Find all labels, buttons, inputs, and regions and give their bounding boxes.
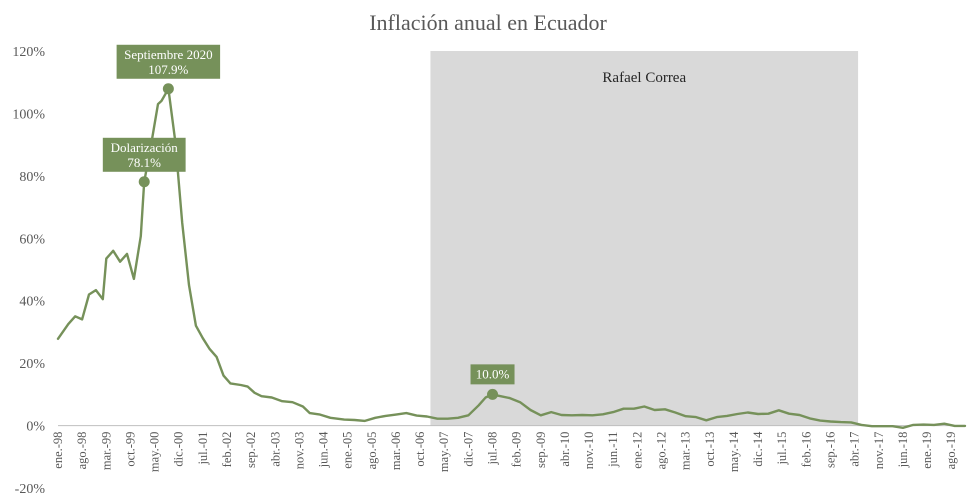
x-tick-label: ene.-05: [341, 432, 355, 469]
x-tick-label: ene.-12: [630, 432, 644, 469]
series-line: [56, 87, 967, 429]
x-tick-label: may.-00: [148, 432, 162, 473]
x-tick-label: ago.-12: [655, 432, 669, 470]
x-tick-label: feb.-02: [220, 432, 234, 468]
x-tick-label: jul.-01: [196, 432, 210, 466]
shaded-region-label: Rafael Correa: [602, 70, 686, 86]
annotation-label: Dolarización: [111, 140, 179, 155]
annotation-box: [116, 44, 221, 79]
x-tick-label: ago.-19: [944, 432, 958, 470]
x-tick-label: may.-07: [437, 432, 451, 473]
x-tick-label: ene.-19: [920, 432, 934, 469]
x-tick-label: sep.-02: [244, 432, 258, 468]
y-tick-label: 80%: [19, 170, 45, 185]
x-tick-label: oct.-06: [413, 432, 427, 467]
x-tick-label: jun.-11: [606, 432, 620, 468]
x-tick-label: mar.-13: [679, 432, 693, 471]
y-tick-label: 60%: [19, 232, 45, 247]
annotation-label: 10.0%: [476, 366, 510, 381]
annotation-box: [470, 364, 515, 385]
x-tick-label: nov.-03: [292, 432, 306, 470]
x-tick-label: feb.-09: [510, 432, 524, 468]
x-tick-label: jun.-04: [317, 431, 331, 469]
x-tick-label: nov.-17: [872, 432, 886, 470]
x-tick-label: may.-14: [727, 431, 741, 472]
y-tick-label: 120%: [12, 45, 45, 60]
y-tick-label: 0%: [26, 420, 45, 435]
y-tick-label: 100%: [12, 107, 45, 122]
y-tick-label: 20%: [19, 357, 45, 372]
annotation-marker: [162, 83, 174, 95]
y-tick-label: -20%: [15, 482, 46, 497]
x-tick-label: abr.-17: [848, 432, 862, 467]
annotation-label: 107.9%: [148, 62, 188, 77]
x-tick-label: dic.-14: [751, 431, 765, 467]
x-tick-label: oct.-99: [123, 432, 137, 467]
x-tick-label: abr.-10: [558, 432, 572, 467]
x-tick-label: jun.-18: [896, 432, 910, 469]
x-tick-label: ago.-05: [365, 432, 379, 470]
x-tick-label: feb.-16: [799, 432, 813, 468]
annotation-marker: [138, 176, 150, 188]
annotation-label: 78.1%: [127, 155, 161, 170]
x-tick-label: ago.-98: [75, 432, 89, 470]
x-tick-label: mar.-99: [99, 432, 113, 471]
shaded-region: [430, 51, 859, 426]
y-tick-label: 40%: [19, 295, 45, 310]
annotation-label: Septiembre 2020: [124, 47, 212, 62]
x-tick-label: oct.-13: [703, 432, 717, 467]
x-tick-label: dic.-00: [172, 432, 186, 467]
x-tick-label: jul.-08: [486, 432, 500, 466]
annotation-marker: [487, 388, 499, 400]
x-tick-label: ene.-98: [51, 432, 65, 469]
x-tick-label: jul.-15: [775, 432, 789, 466]
x-tick-label: sep.-16: [824, 432, 838, 468]
chart-title: Inflación anual en Ecuador: [369, 10, 607, 35]
x-tick-label: mar.-06: [389, 432, 403, 471]
x-tick-label: nov.-10: [582, 432, 596, 470]
annotation-box: [102, 137, 186, 172]
x-tick-label: sep.-09: [534, 432, 548, 468]
x-tick-label: abr.-03: [268, 432, 282, 467]
x-tick-label: dic.-07: [461, 432, 475, 467]
